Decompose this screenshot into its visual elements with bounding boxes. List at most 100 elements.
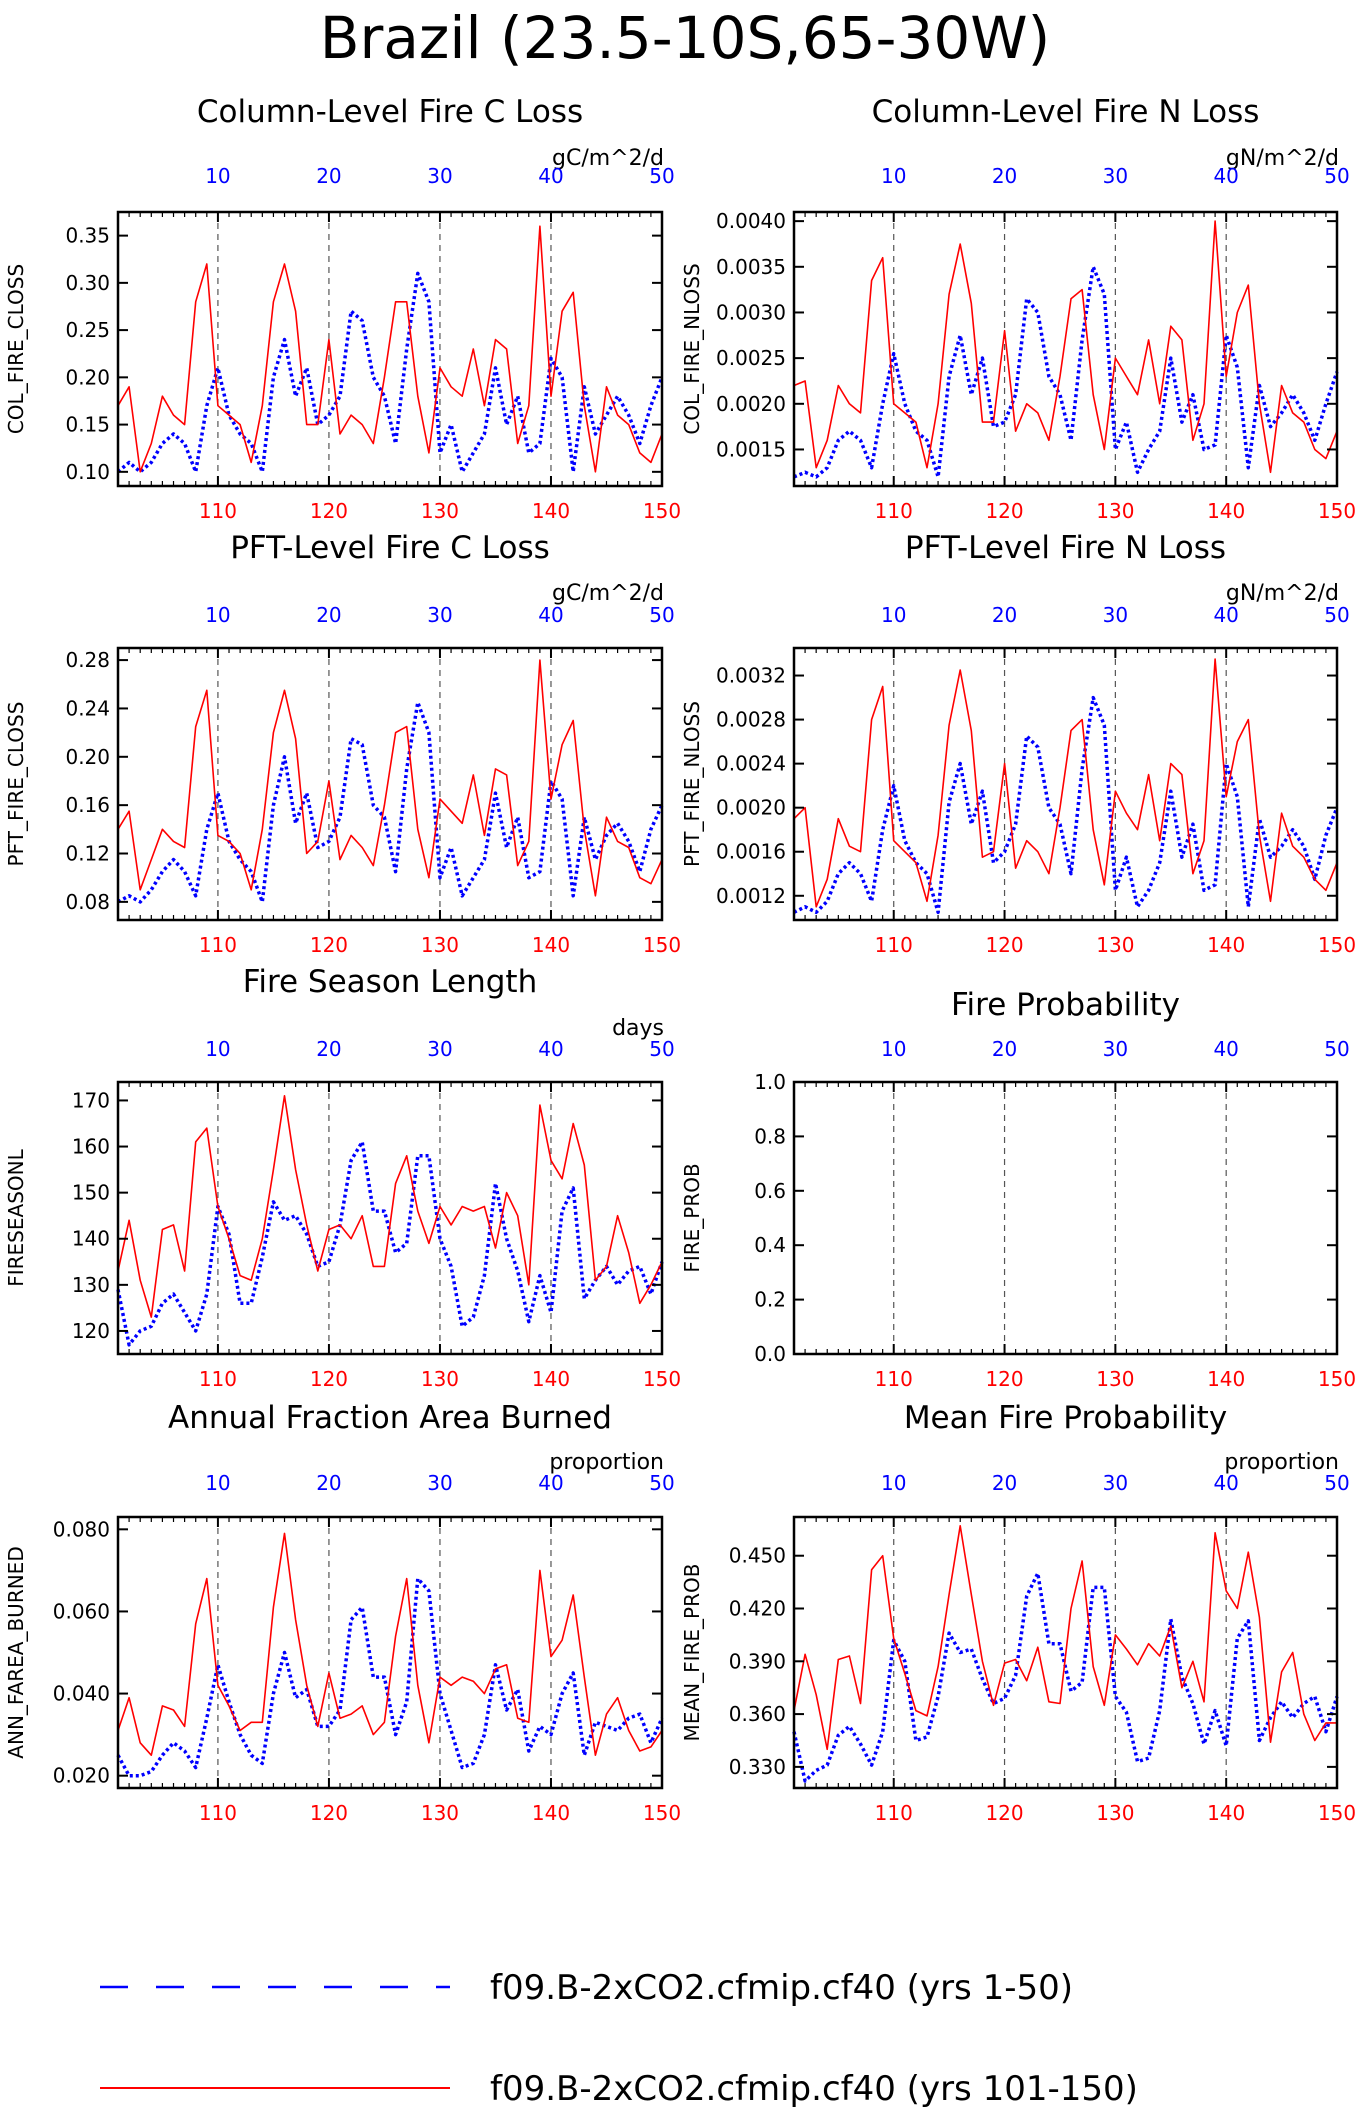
y-tick-label: 0.35 — [65, 224, 110, 248]
x-tick-label-bottom: 130 — [421, 499, 459, 523]
panel-title: Annual Fraction Area Burned — [168, 1400, 612, 1436]
x-tick-label-bottom: 130 — [1096, 499, 1134, 523]
x-tick-label-top: 30 — [1103, 164, 1128, 188]
chart-panel-1: Column-Level Fire C Loss gC/m^2/d 0.10 0.15… — [4, 94, 681, 523]
panel-title: Mean Fire Probability — [904, 1400, 1227, 1436]
y-tick-label: 0.020 — [53, 1764, 110, 1788]
legend: f09.B-2xCO2.cfmip.cf40 (yrs 1-50) f09.B-… — [100, 1968, 1138, 2109]
x-tick-label-top: 10 — [205, 603, 230, 627]
series-line-years-101-150 — [793, 1525, 1337, 1751]
x-tick-label-top: 40 — [1213, 603, 1238, 627]
x-tick-label-bottom: 150 — [643, 933, 681, 957]
units-label: proportion — [1224, 1450, 1339, 1475]
y-tick-label: 120 — [72, 1319, 110, 1343]
y-tick-label: 0.0024 — [716, 752, 786, 776]
x-tick-label-bottom: 140 — [532, 499, 570, 523]
x-tick-label-bottom: 130 — [421, 1801, 459, 1825]
x-tick-label-top: 10 — [205, 1037, 230, 1061]
plot-frame — [792, 1515, 1339, 1790]
x-tick-label-bottom: 110 — [199, 1801, 237, 1825]
y-tick-label: 0.0 — [754, 1342, 786, 1366]
x-tick-label-bottom: 130 — [1096, 1801, 1134, 1825]
chart-panel-2: Column-Level Fire N Loss gN/m^2/d 0.0015 0.… — [680, 94, 1356, 523]
x-tick-label-bottom: 120 — [985, 1801, 1023, 1825]
x-tick-label-top: 50 — [1324, 603, 1349, 627]
y-tick-label: 0.0030 — [716, 300, 786, 324]
x-tick-label-top: 30 — [1103, 1471, 1128, 1495]
y-axis-label: COL_FIRE_NLOSS — [680, 263, 704, 434]
x-tick-label-bottom: 150 — [643, 499, 681, 523]
x-tick-label-top: 30 — [1103, 603, 1128, 627]
plot-frame — [116, 646, 664, 922]
x-tick-label-top: 50 — [1324, 1037, 1349, 1061]
x-tick-label-bottom: 140 — [532, 1367, 570, 1391]
units-label: proportion — [549, 1450, 664, 1475]
plot-frame — [116, 1080, 664, 1356]
x-tick-label-top: 20 — [316, 603, 341, 627]
x-tick-label-top: 10 — [881, 1037, 906, 1061]
x-tick-label-bottom: 120 — [310, 499, 348, 523]
x-tick-label-bottom: 110 — [199, 1367, 237, 1391]
x-tick-label-top: 20 — [992, 603, 1017, 627]
y-axis-label: ANN_FAREA_BURNED — [4, 1546, 28, 1758]
legend-label-1: f09.B-2xCO2.cfmip.cf40 (yrs 1-50) — [490, 1968, 1073, 2008]
plot-frame — [116, 210, 664, 488]
y-tick-label: 0.10 — [65, 460, 110, 484]
units-label: gC/m^2/d — [552, 146, 664, 171]
x-tick-label-bottom: 150 — [1318, 1367, 1356, 1391]
x-tick-label-top: 40 — [538, 1037, 563, 1061]
y-tick-label: 0.450 — [729, 1544, 786, 1568]
x-tick-label-top: 40 — [1213, 164, 1238, 188]
y-tick-label: 0.390 — [729, 1649, 786, 1673]
x-tick-label-top: 40 — [1213, 1471, 1238, 1495]
x-tick-label-top: 10 — [205, 1471, 230, 1495]
legend-label-2: f09.B-2xCO2.cfmip.cf40 (yrs 101-150) — [490, 2069, 1138, 2109]
y-tick-label: 0.080 — [53, 1517, 110, 1541]
x-tick-label-bottom: 110 — [875, 1367, 913, 1391]
y-tick-label: 0.0025 — [716, 346, 786, 370]
x-tick-label-top: 10 — [205, 164, 230, 188]
panel-title: Fire Probability — [951, 987, 1180, 1023]
x-tick-label-bottom: 120 — [310, 1801, 348, 1825]
x-tick-label-bottom: 140 — [1207, 499, 1245, 523]
figure-title: Brazil (23.5-10S,65-30W) — [320, 4, 1051, 72]
series-line-years-1-50 — [792, 1571, 1339, 1783]
y-tick-label: 0.420 — [729, 1597, 786, 1621]
series-line-years-1-50 — [793, 695, 1339, 915]
y-tick-label: 0.060 — [53, 1599, 110, 1623]
y-tick-label: 130 — [72, 1273, 110, 1297]
y-tick-label: 0.330 — [729, 1755, 786, 1779]
y-axis-label: PFT_FIRE_CLOSS — [4, 702, 28, 867]
x-tick-label-bottom: 120 — [310, 1367, 348, 1391]
series-line-years-1-50 — [116, 271, 664, 474]
x-tick-label-bottom: 150 — [643, 1801, 681, 1825]
x-tick-label-bottom: 130 — [421, 1367, 459, 1391]
x-tick-label-bottom: 120 — [985, 499, 1023, 523]
x-tick-label-bottom: 130 — [421, 933, 459, 957]
x-tick-label-top: 20 — [992, 1037, 1017, 1061]
panel-title: Column-Level Fire N Loss — [872, 94, 1260, 130]
y-tick-label: 150 — [72, 1181, 110, 1205]
x-tick-label-bottom: 120 — [985, 933, 1023, 957]
y-tick-label: 0.0020 — [716, 796, 786, 820]
x-tick-label-bottom: 110 — [875, 933, 913, 957]
x-tick-label-top: 50 — [649, 1471, 674, 1495]
series-line-years-1-50 — [116, 1576, 664, 1778]
plot-frame — [792, 646, 1339, 922]
y-tick-label: 0.0035 — [716, 255, 786, 279]
y-tick-label: 0.20 — [65, 745, 110, 769]
x-tick-label-bottom: 110 — [875, 1801, 913, 1825]
y-axis-label: COL_FIRE_CLOSS — [4, 264, 28, 434]
x-tick-label-bottom: 140 — [1207, 1801, 1245, 1825]
y-tick-label: 0.0040 — [716, 209, 786, 233]
y-tick-label: 0.28 — [65, 648, 110, 672]
x-tick-label-top: 10 — [881, 164, 906, 188]
x-tick-label-top: 30 — [427, 164, 452, 188]
y-tick-label: 0.040 — [53, 1682, 110, 1706]
x-tick-label-top: 20 — [316, 1037, 341, 1061]
y-tick-label: 0.30 — [65, 271, 110, 295]
x-tick-label-bottom: 140 — [1207, 1367, 1245, 1391]
